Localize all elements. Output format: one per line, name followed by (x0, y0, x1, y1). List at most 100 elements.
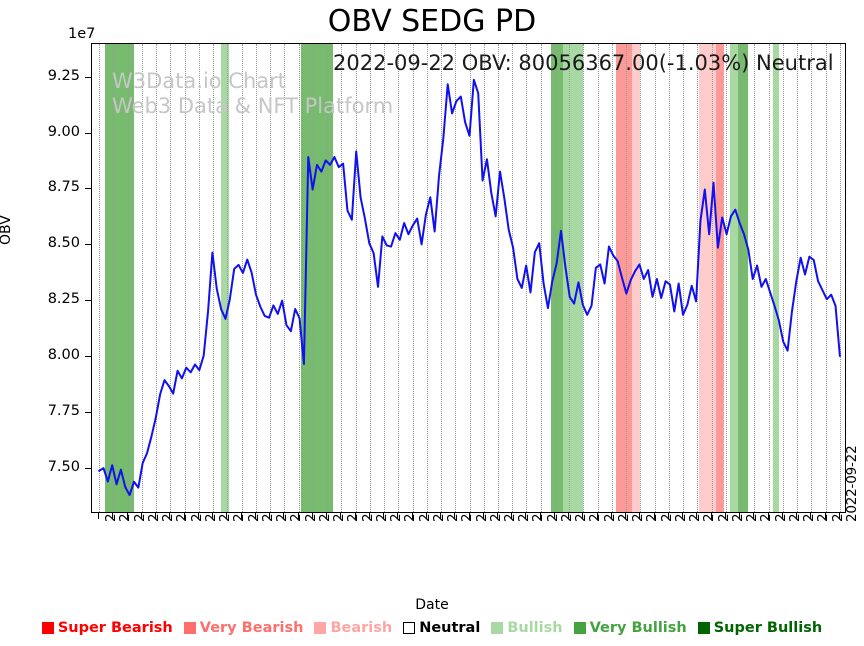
gridline (227, 44, 229, 512)
x-tick-mark (496, 513, 498, 519)
y-tick-mark (85, 356, 91, 358)
gridline (540, 44, 542, 512)
y-tick-mark (85, 244, 91, 246)
x-tick-mark (283, 513, 285, 519)
x-tick-mark (696, 513, 698, 519)
x-tick-mark (539, 513, 541, 519)
x-axis-label: Date (415, 597, 449, 613)
y-tick-label: 7.75 (47, 403, 80, 420)
y-tick-label: 8.25 (47, 291, 80, 308)
x-tick-mark (610, 513, 612, 519)
x-tick-mark (155, 513, 157, 519)
y-tick-label: 8.75 (47, 179, 80, 196)
x-tick-label: 2022-09-22 (843, 445, 860, 522)
legend-item-very-bullish[interactable]: Very Bullish (573, 620, 687, 636)
legend-item-super-bearish[interactable]: Super Bearish (41, 620, 173, 636)
gridline (213, 44, 215, 512)
x-tick-mark (226, 513, 228, 519)
gridline (241, 44, 243, 512)
obv-line-series (98, 78, 841, 496)
legend-item-very-bearish[interactable]: Very Bearish (183, 620, 304, 636)
x-tick-mark (824, 513, 826, 519)
y-axis-offset-label: 1e7 (68, 26, 96, 42)
gridline (469, 44, 471, 512)
signal-band-very-bullish (105, 44, 134, 512)
legend-item-bearish[interactable]: Bearish (314, 620, 392, 636)
signal-band-very-bullish (738, 44, 749, 512)
y-tick-label: 8.50 (47, 235, 80, 252)
gridline (141, 44, 143, 512)
gridline (839, 44, 841, 512)
gridline (782, 44, 784, 512)
signal-band-bullish (563, 44, 584, 512)
x-tick-mark (525, 513, 527, 519)
gridline (284, 44, 286, 512)
x-tick-mark (454, 513, 456, 519)
signal-band-very-bearish (715, 44, 724, 512)
y-tick-mark (85, 76, 91, 78)
legend-label: Super Bullish (713, 620, 823, 636)
legend-swatch-icon (491, 622, 504, 634)
gridline (170, 44, 172, 512)
y-tick-label: 7.50 (47, 459, 80, 476)
legend-swatch-icon (183, 622, 196, 634)
gridline (597, 44, 599, 512)
x-tick-mark (639, 513, 641, 519)
x-tick-mark (653, 513, 655, 519)
legend-swatch-icon (314, 622, 327, 634)
gridline (426, 44, 428, 512)
x-tick-mark (126, 513, 128, 519)
gridline (198, 44, 200, 512)
signal-band-bullish (772, 44, 779, 512)
x-tick-mark (724, 513, 726, 519)
gridline (483, 44, 485, 512)
gridline (341, 44, 343, 512)
gridline (825, 44, 827, 512)
signal-band-very-bearish (616, 44, 633, 512)
legend-swatch-icon (573, 622, 586, 634)
gridline (626, 44, 628, 512)
y-tick-mark (85, 300, 91, 302)
y-tick-mark (85, 468, 91, 470)
legend-item-neutral[interactable]: Neutral (403, 620, 480, 636)
gridline (270, 44, 272, 512)
gridline (526, 44, 528, 512)
gridline (312, 44, 314, 512)
x-tick-mark (411, 513, 413, 519)
gridline (369, 44, 371, 512)
plot-area[interactable] (91, 43, 846, 513)
signal-band-bullish (729, 44, 739, 512)
x-tick-mark (796, 513, 798, 519)
x-tick-mark (710, 513, 712, 519)
y-tick-mark (85, 188, 91, 190)
x-tick-mark (553, 513, 555, 519)
x-tick-mark (440, 513, 441, 519)
gridline (127, 44, 129, 512)
legend-label: Neutral (419, 620, 481, 636)
x-tick-mark (810, 513, 812, 519)
legend-item-super-bullish[interactable]: Super Bullish (697, 620, 823, 636)
x-tick-mark (397, 513, 399, 519)
gridline (455, 44, 457, 512)
gridline (768, 44, 770, 512)
gridline (398, 44, 400, 512)
gridline (184, 44, 186, 512)
gridline (355, 44, 357, 512)
x-tick-mark (667, 513, 669, 519)
legend-item-bullish[interactable]: Bullish (491, 620, 563, 636)
gridline (640, 44, 642, 512)
x-tick-mark (197, 513, 199, 519)
gridline (654, 44, 656, 512)
gridline (156, 44, 158, 512)
x-tick-mark (98, 513, 100, 519)
gridline (384, 44, 386, 512)
y-tick-mark (85, 412, 91, 414)
gridline (298, 44, 300, 512)
x-tick-mark (425, 513, 427, 519)
legend-label: Very Bearish (199, 620, 304, 636)
x-tick-mark (739, 513, 741, 519)
gridline (611, 44, 613, 512)
gridline (668, 44, 670, 512)
gridline (583, 44, 585, 512)
x-tick-mark (212, 513, 214, 519)
